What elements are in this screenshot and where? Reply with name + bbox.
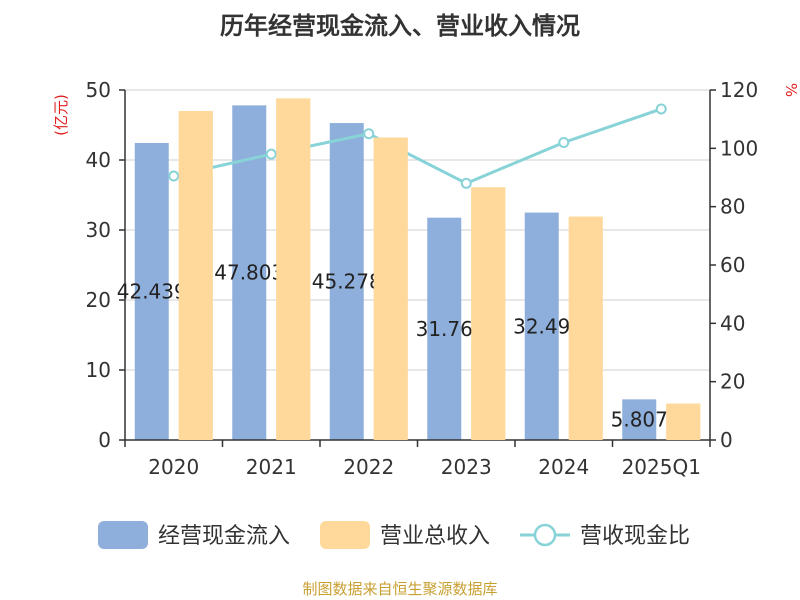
legend-swatch — [320, 521, 370, 549]
bar-cash-inflow — [622, 399, 657, 440]
data-labels: 42.439 47.803 45.278 31.76 32.49 5.807 — [117, 98, 701, 441]
bar-cash-inflow — [134, 142, 169, 440]
ratio-point — [460, 177, 472, 189]
ratio-point — [655, 103, 667, 115]
bar-cash-inflow — [524, 212, 559, 440]
bar-cash-inflow — [329, 123, 364, 440]
data-label: 45.278 — [312, 270, 382, 294]
left-tick-label: 50 — [86, 78, 111, 102]
left-tick-label: 40 — [86, 148, 111, 172]
left-axis-unit: (亿元) — [52, 94, 70, 136]
left-tick-label: 20 — [86, 288, 111, 312]
ratio-point — [265, 148, 277, 160]
right-tick-label: 40 — [720, 311, 745, 335]
bar-revenue — [666, 403, 701, 440]
right-tick-label: 100 — [720, 136, 758, 160]
x-tick-label: 2023 — [441, 455, 492, 479]
legend-label: 经营现金流入 — [158, 524, 290, 549]
x-tick-label: 2020 — [148, 455, 199, 479]
legend: 经营现金流入 营业总收入 营收现金比 — [98, 521, 690, 549]
bar-revenue — [276, 98, 311, 441]
x-tick-label: 2021 — [246, 455, 297, 479]
legend-label: 营收现金比 — [580, 524, 690, 549]
axes: 0 10 20 30 40 50 0 20 40 60 80 100 120 (亿元)% 2020 2021 2… — [52, 78, 800, 479]
legend-swatch — [98, 521, 148, 549]
ratio-line — [168, 103, 667, 189]
right-tick-label: 120 — [720, 78, 758, 102]
ratio-point — [168, 170, 180, 182]
chart-title: 历年经营现金流入、营业收入情况 — [220, 12, 580, 40]
data-label: 5.807 — [611, 408, 668, 432]
bar-revenue — [471, 187, 506, 440]
ratio-point — [558, 137, 570, 148]
right-axis-unit: % — [782, 83, 800, 97]
left-tick-label: 0 — [98, 428, 111, 452]
bar-revenue — [568, 216, 603, 440]
x-tick-label: 2024 — [538, 455, 589, 479]
left-tick-label: 10 — [86, 358, 111, 382]
x-tick-label: 2022 — [343, 455, 394, 479]
right-tick-label: 60 — [720, 253, 745, 277]
right-tick-label: 80 — [720, 195, 745, 219]
data-label: 31.76 — [416, 317, 473, 341]
source-footer: 制图数据来自恒生聚源数据库 — [302, 580, 498, 598]
bar-revenue — [178, 111, 213, 440]
legend-marker — [533, 523, 557, 547]
x-tick-label: 2025Q1 — [622, 455, 701, 479]
bar-revenue — [373, 137, 408, 440]
ratio-point — [363, 128, 375, 140]
right-tick-label: 0 — [720, 428, 733, 452]
data-label: 47.803 — [214, 261, 284, 285]
legend-label: 营业总收入 — [380, 524, 490, 549]
data-label: 32.49 — [513, 314, 570, 338]
bar-cash-inflow — [427, 217, 462, 440]
right-tick-label: 20 — [720, 370, 745, 394]
ratio-line-path — [173, 107, 662, 185]
left-tick-label: 30 — [86, 218, 111, 242]
data-label: 42.439 — [117, 279, 187, 303]
